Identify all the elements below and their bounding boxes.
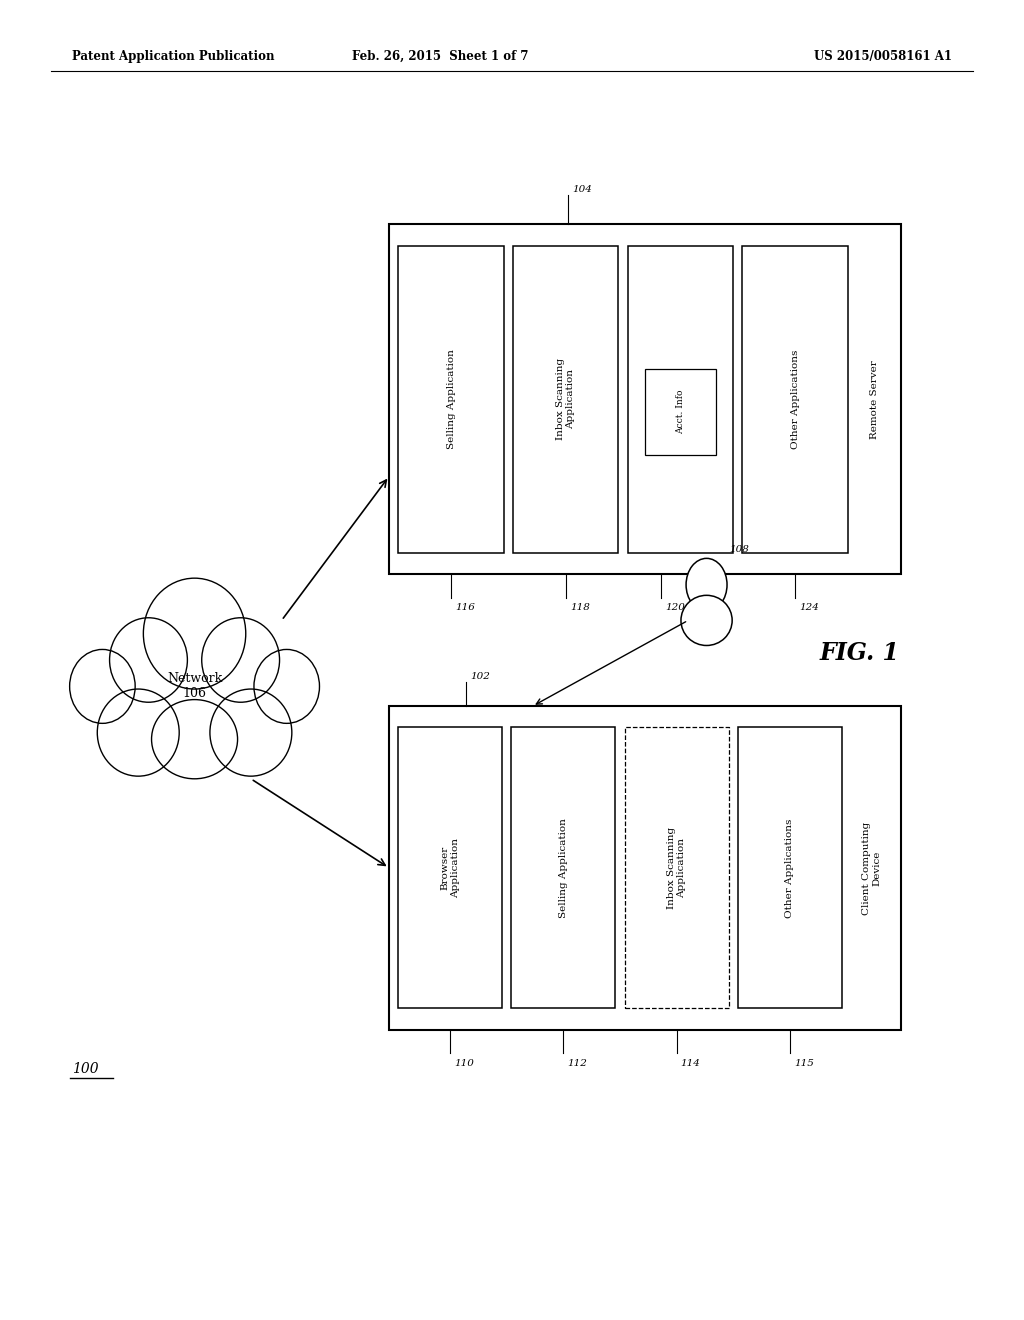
Ellipse shape [210,689,292,776]
Text: 110: 110 [455,1059,474,1068]
Text: 108: 108 [729,545,749,554]
Text: Selling Application: Selling Application [559,818,568,917]
Bar [513,246,618,553]
Text: Inbox Scanning
Application: Inbox Scanning Application [667,826,686,909]
Bar [628,246,733,553]
Text: US 2015/0058161 A1: US 2015/0058161 A1 [814,50,952,63]
Text: Selling Application: Selling Application [446,350,456,449]
Bar [625,727,729,1008]
Bar [644,368,717,454]
Ellipse shape [97,689,179,776]
Text: Account
Database: Account Database [671,375,690,424]
Text: 112: 112 [567,1059,588,1068]
Ellipse shape [254,649,319,723]
Text: 104: 104 [572,185,592,194]
Text: 120: 120 [666,603,685,612]
Text: Feb. 26, 2015  Sheet 1 of 7: Feb. 26, 2015 Sheet 1 of 7 [352,50,528,63]
Bar [742,246,848,553]
Bar [389,224,901,574]
Ellipse shape [681,595,732,645]
Text: Remote Server: Remote Server [870,360,879,438]
Bar [398,246,504,553]
Ellipse shape [202,618,280,702]
Text: 124: 124 [800,603,819,612]
Text: FIG. 1: FIG. 1 [819,642,899,665]
Ellipse shape [143,578,246,689]
Ellipse shape [152,700,238,779]
Text: 102: 102 [470,672,489,681]
Text: Inbox Scanning
Application: Inbox Scanning Application [556,358,575,441]
Text: 100: 100 [72,1061,98,1076]
Text: 118: 118 [569,603,590,612]
Ellipse shape [110,618,187,702]
Text: Browser
Application: Browser Application [440,838,460,898]
Bar [512,727,615,1008]
Text: Other Applications: Other Applications [785,818,795,917]
Text: Network
106: Network 106 [167,672,222,701]
Text: Client Computing
Device: Client Computing Device [862,821,881,915]
Text: 122: 122 [695,603,715,612]
Text: Patent Application Publication: Patent Application Publication [72,50,274,63]
Text: 116: 116 [455,603,475,612]
Circle shape [686,558,727,611]
Bar [737,727,842,1008]
Text: Other Applications: Other Applications [791,350,800,449]
Text: 115: 115 [794,1059,814,1068]
Bar [398,727,503,1008]
Text: 114: 114 [681,1059,700,1068]
Text: Acct. Info: Acct. Info [676,389,685,434]
Bar [389,706,901,1030]
Ellipse shape [70,649,135,723]
